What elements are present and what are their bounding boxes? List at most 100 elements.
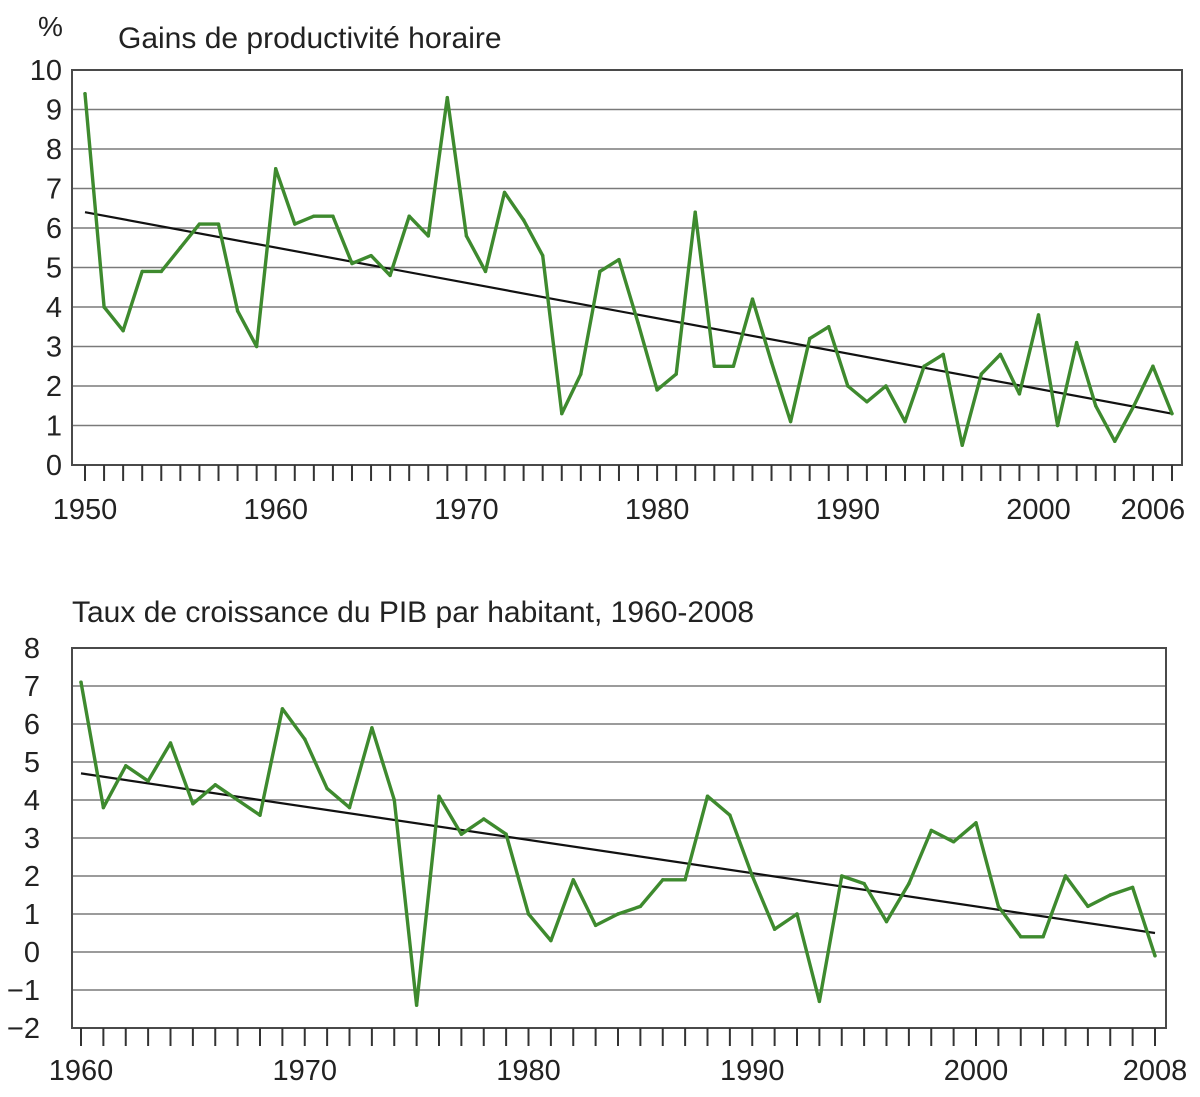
data-point: [807, 336, 812, 341]
data-point: [827, 325, 831, 329]
data-point: [347, 805, 352, 810]
data-point: [1041, 935, 1045, 939]
y-tick-label: 7: [46, 174, 62, 206]
data-point: [426, 234, 430, 238]
data-point: [996, 904, 1001, 909]
data-point: [482, 817, 486, 821]
chart-title: Taux de croissance du PIB par habitant, …: [72, 596, 754, 629]
data-point: [960, 443, 964, 447]
grid-lines: [72, 647, 1166, 1029]
series: [83, 91, 1174, 447]
data-point: [235, 798, 240, 802]
trend-line: [84, 211, 1173, 415]
data-point: [907, 881, 911, 886]
series-line: [83, 91, 1174, 447]
data-point: [998, 352, 1003, 357]
series: [79, 680, 1157, 1007]
data-point: [124, 764, 128, 768]
data-point: [312, 214, 316, 218]
data-point: [616, 912, 620, 916]
data-point: [549, 938, 553, 943]
data-point: [705, 794, 710, 798]
data-point: [526, 912, 531, 916]
y-tick-label: 8: [46, 134, 62, 166]
data-point: [846, 384, 850, 388]
data-point: [121, 329, 125, 333]
data-point: [951, 840, 956, 844]
data-point: [293, 222, 297, 226]
y-tick-label: −1: [7, 975, 40, 1007]
data-point: [979, 372, 983, 376]
data-point: [79, 680, 83, 684]
plot-frame: [71, 69, 1183, 466]
data-point: [795, 912, 799, 916]
data-point: [370, 726, 374, 730]
chart-title: Gains de productivité horaire: [118, 22, 502, 55]
x-tick-label: 1980: [625, 494, 690, 526]
data-point: [712, 364, 717, 368]
data-point: [617, 257, 621, 262]
data-point: [903, 419, 907, 424]
data-point: [1153, 954, 1157, 958]
x-tick-label: 1990: [720, 1055, 785, 1087]
chart-gdp-per-capita: Taux de croissance du PIB par habitant, …: [7, 596, 1187, 1087]
data-point: [235, 309, 240, 313]
data-point: [636, 321, 640, 325]
data-point: [274, 167, 278, 171]
x-axis: 1960 1970 1980 1990 2000 2008: [49, 1028, 1188, 1087]
data-point: [388, 273, 392, 278]
y-tick-label: 1: [46, 411, 62, 443]
y-tick-label: 5: [46, 253, 62, 285]
x-tick-label: 2008: [1123, 1055, 1188, 1087]
data-point: [331, 214, 335, 218]
data-point: [929, 828, 933, 833]
y-tick-label: 4: [46, 292, 62, 324]
trend-line: [80, 772, 1156, 935]
data-point: [350, 261, 354, 266]
data-point: [459, 832, 464, 836]
data-point: [303, 737, 307, 741]
trend: [80, 772, 1156, 935]
data-point: [728, 813, 732, 817]
data-point: [1151, 364, 1155, 368]
data-point: [1086, 904, 1090, 909]
x-tick-label: 1970: [272, 1055, 337, 1087]
x-tick-label: 1950: [53, 494, 118, 526]
data-point: [414, 1003, 419, 1007]
data-point: [83, 92, 87, 96]
series-line: [79, 680, 1157, 1007]
data-point: [655, 388, 659, 392]
data-point: [1036, 313, 1041, 317]
data-point: [571, 878, 575, 882]
y-tick-label: 4: [24, 785, 40, 817]
y-tick-labels: −2 −1 0 1 2 3 4 5 6 7 8: [7, 633, 40, 1045]
trend: [84, 211, 1173, 415]
y-tick-label: 3: [24, 823, 40, 855]
data-point: [750, 297, 755, 301]
y-tick-label: 6: [24, 709, 40, 741]
x-tick-label: 1990: [816, 494, 881, 526]
y-tick-label: 2: [24, 861, 40, 893]
data-point: [437, 794, 441, 798]
data-point: [638, 904, 643, 909]
data-point: [540, 253, 545, 258]
data-point: [1113, 439, 1117, 443]
data-point: [140, 269, 144, 274]
data-point: [1019, 935, 1023, 939]
y-tick-label: 5: [24, 747, 40, 779]
data-point: [521, 218, 526, 222]
data-point: [369, 253, 373, 258]
data-point: [445, 95, 450, 100]
data-point: [1108, 893, 1112, 897]
y-tick-label: 1: [24, 899, 40, 931]
data-point: [325, 786, 329, 791]
data-point: [407, 214, 411, 218]
data-point: [593, 923, 598, 928]
data-point: [769, 360, 774, 364]
data-point: [1063, 874, 1068, 878]
data-point: [865, 400, 869, 404]
data-point: [1017, 392, 1022, 396]
data-point: [817, 999, 822, 1004]
data-point: [941, 352, 945, 357]
